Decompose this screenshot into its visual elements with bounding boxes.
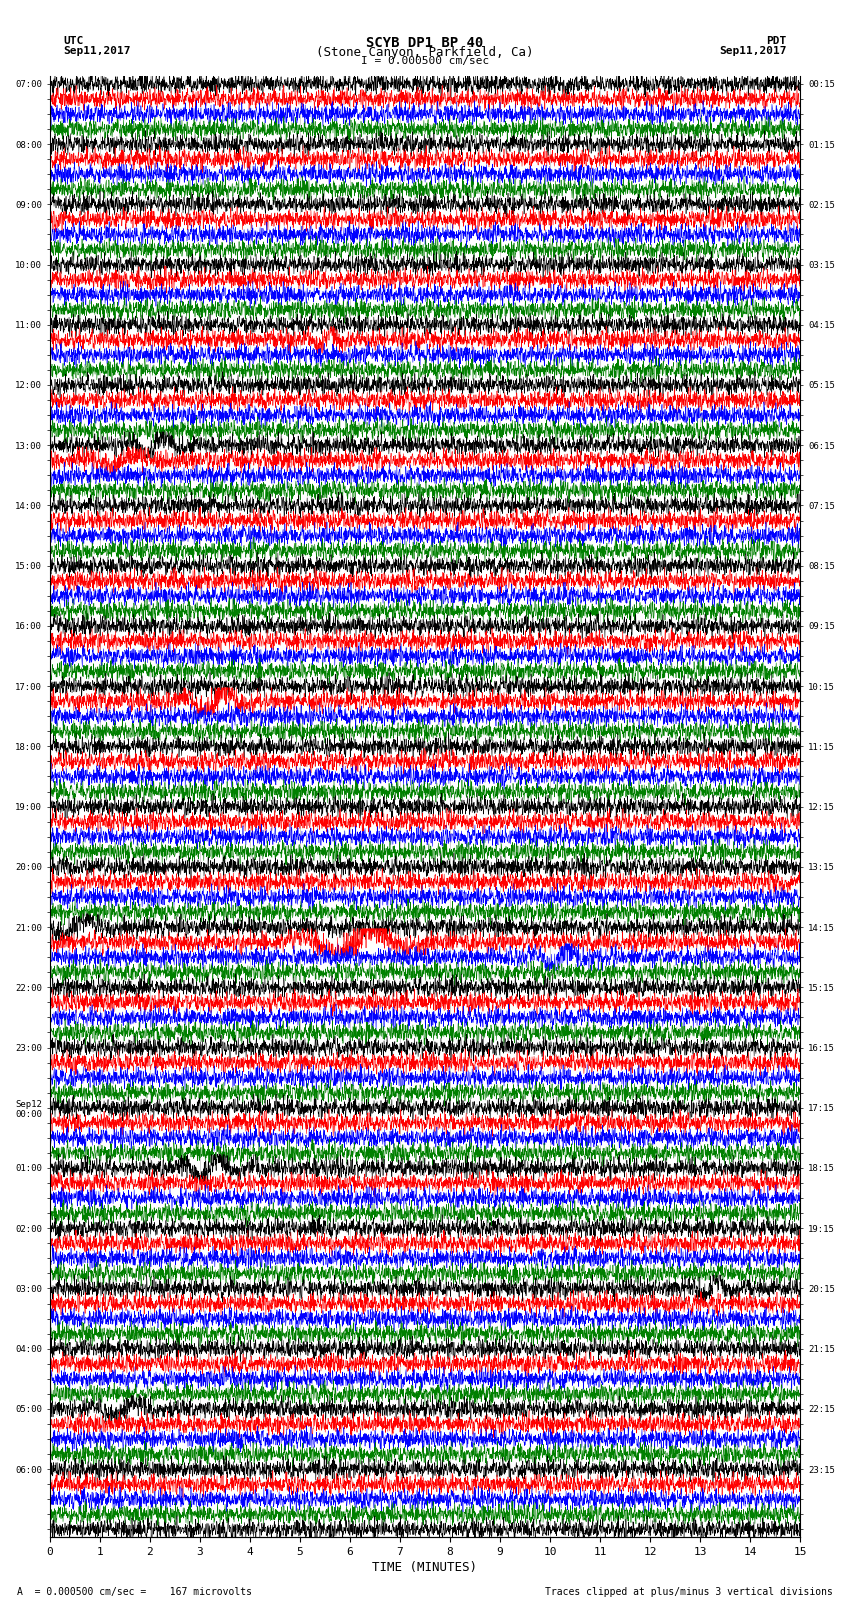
Text: (Stone Canyon, Parkfield, Ca): (Stone Canyon, Parkfield, Ca) — [316, 45, 534, 60]
Text: I = 0.000500 cm/sec: I = 0.000500 cm/sec — [361, 56, 489, 66]
Text: Sep11,2017: Sep11,2017 — [64, 45, 131, 56]
Text: SCYB DP1 BP 40: SCYB DP1 BP 40 — [366, 37, 484, 50]
Text: UTC: UTC — [64, 37, 84, 47]
Text: Sep11,2017: Sep11,2017 — [719, 45, 786, 56]
X-axis label: TIME (MINUTES): TIME (MINUTES) — [372, 1561, 478, 1574]
Text: Traces clipped at plus/minus 3 vertical divisions: Traces clipped at plus/minus 3 vertical … — [545, 1587, 833, 1597]
Text: A  = 0.000500 cm/sec =    167 microvolts: A = 0.000500 cm/sec = 167 microvolts — [17, 1587, 252, 1597]
Text: PDT: PDT — [766, 37, 786, 47]
